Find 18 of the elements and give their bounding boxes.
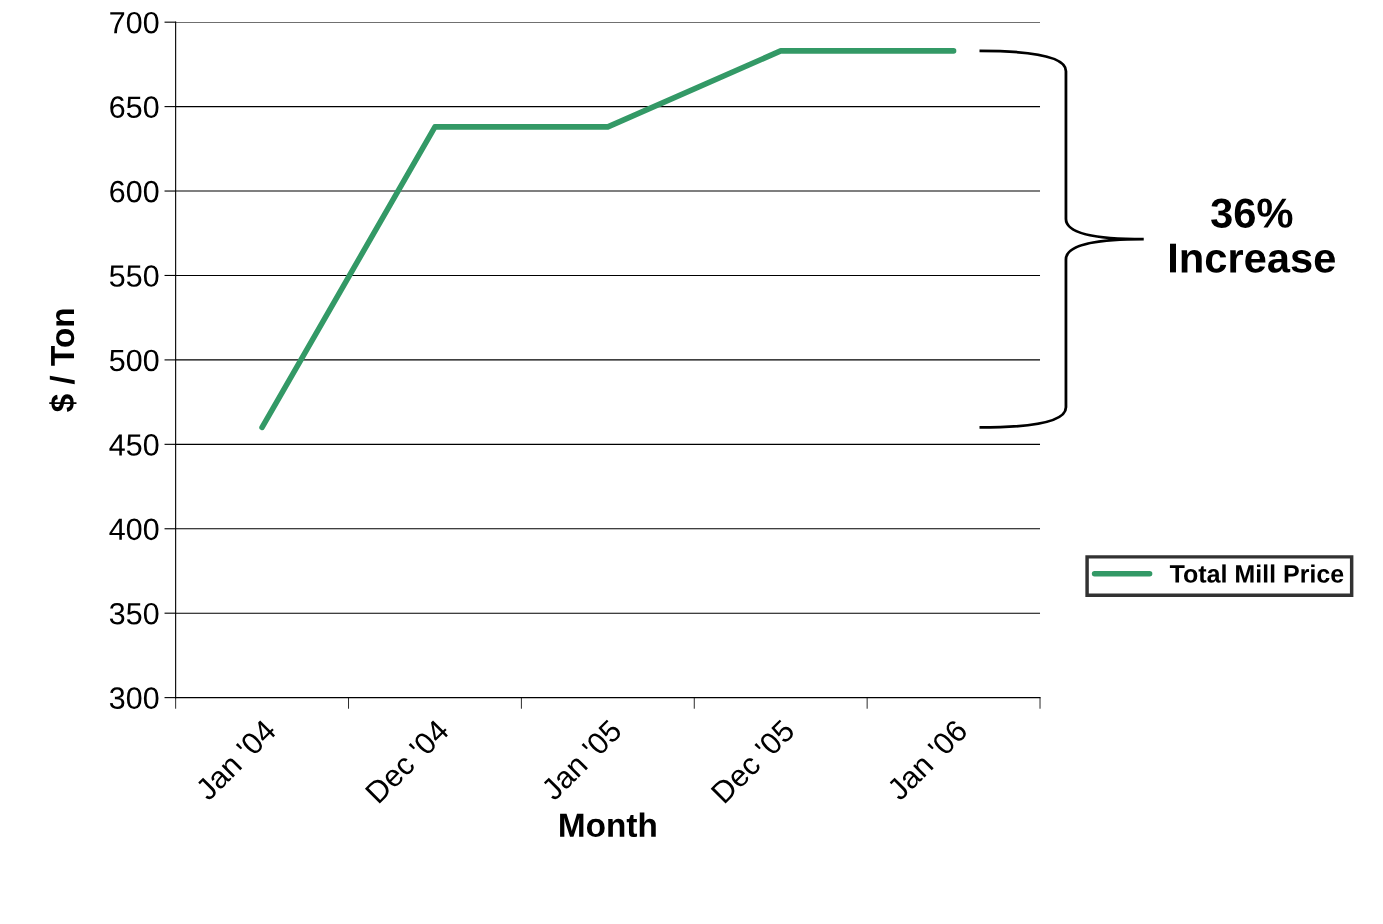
y-tick-label: 300	[109, 687, 159, 709]
x-tick-label: Dec '05	[710, 718, 796, 804]
x-axis-title: Month	[560, 812, 656, 838]
y-tick-label: 350	[109, 602, 159, 625]
y-tick-label: 550	[109, 265, 159, 287]
y-tick-label: 500	[109, 349, 159, 372]
x-tick-label: Jan '05	[539, 718, 623, 802]
y-tick-label: 650	[110, 96, 159, 118]
y-axis-title: $ / Ton	[49, 309, 77, 412]
text: 36% Increase	[1170, 198, 1335, 273]
x-tick-label: Dec '04	[364, 718, 451, 804]
y-tick-label: 700	[110, 11, 159, 34]
y-tick-label: 600	[110, 180, 159, 203]
y-tick-label: 450	[109, 434, 159, 456]
x-tick-label: Jan '04	[194, 718, 278, 802]
legend-label: Total Mill Price	[1169, 564, 1344, 583]
x-tick-label: Jan '06	[885, 718, 969, 802]
y-tick-label: 400	[109, 518, 159, 541]
